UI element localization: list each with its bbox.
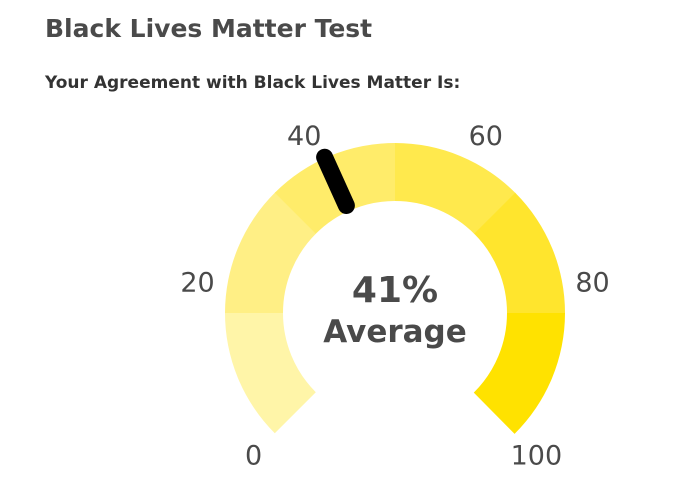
gauge-band-1 (225, 312, 316, 434)
tick-label-80: 80 (575, 268, 609, 299)
tick-label-20: 20 (180, 268, 214, 299)
tick-label-0: 0 (245, 440, 262, 471)
gauge-band-4 (395, 143, 516, 235)
gauge-band-5 (474, 192, 565, 314)
gauge-value-percent: 41% (352, 270, 438, 311)
gauge-bands (225, 143, 565, 434)
gauge-band-6 (473, 313, 565, 434)
tick-label-100: 100 (511, 440, 563, 471)
gauge-band-2 (225, 192, 317, 313)
result-subtitle: Your Agreement with Black Lives Matter I… (45, 73, 461, 93)
page-title: Black Lives Matter Test (45, 14, 373, 43)
tick-label-40: 40 (287, 121, 321, 152)
gauge-ticks: 0 20 40 60 80 100 (180, 121, 609, 472)
gauge-category-label: Average (323, 314, 467, 350)
tick-label-60: 60 (469, 121, 503, 152)
gauge-needle (316, 148, 355, 214)
